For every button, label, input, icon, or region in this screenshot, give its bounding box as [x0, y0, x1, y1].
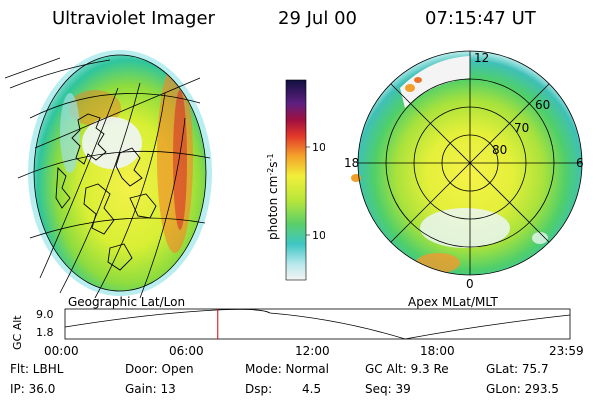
mlt-label-6: 6 — [576, 156, 584, 170]
xtick-label-2359: 23:59 — [549, 344, 584, 358]
status-gain: Gain: 13 — [125, 382, 176, 396]
status-glat: GLat: 75.7 — [486, 362, 549, 376]
mlt-label-12: 12 — [474, 51, 489, 65]
xtick-label-18: 18:00 — [420, 344, 455, 358]
apex-caption: Apex MLat/MLT — [408, 295, 498, 309]
mlat-label-80: 80 — [492, 143, 507, 157]
instrument-title: Ultraviolet Imager — [52, 8, 215, 29]
geographic-image — [4, 50, 212, 298]
geographic-caption: Geographic Lat/Lon — [68, 295, 186, 309]
colorbar-label: photon cm-2s-1 — [266, 153, 280, 240]
time-label: 07:15:47 UT — [425, 8, 536, 29]
colorbar-tick-100: 100 — [312, 141, 325, 154]
coastlines — [55, 113, 157, 271]
timeline-ylabel: GC Alt — [11, 315, 24, 350]
colorbar: 100 10 photon cm-2s-1 — [266, 79, 325, 281]
status-dsp-label: Dsp: — [245, 382, 273, 396]
status-mode: Mode: Normal — [245, 362, 329, 376]
status-gc-alt: GC Alt: 9.3 Re — [365, 362, 449, 376]
xtick-label-00: 00:00 — [44, 344, 79, 358]
status-seq: Seq: 39 — [365, 382, 411, 396]
colorbar-ticks — [306, 146, 310, 236]
ytick-label-9: 9.0 — [36, 308, 54, 321]
altitude-timeline: GC Alt 9.0 1.8 00:00 06:00 12:00 18:00 2… — [11, 308, 584, 358]
mlt-label-0: 0 — [466, 277, 474, 291]
mlat-label-70: 70 — [514, 121, 529, 135]
status-ip: IP: 36.0 — [10, 382, 56, 396]
status-glon: GLon: 293.5 — [486, 382, 559, 396]
polar-plot: 12 18 6 0 60 70 80 — [344, 50, 584, 291]
date-label: 29 Jul 00 — [278, 8, 357, 29]
xtick-label-06: 06:00 — [169, 344, 204, 358]
ytick-label-1-8: 1.8 — [36, 326, 54, 339]
status-door: Door: Open — [125, 362, 194, 376]
status-filter: Flt: LBHL — [10, 362, 64, 376]
colorbar-scale — [285, 79, 307, 281]
mlat-label-60: 60 — [535, 98, 550, 112]
timeline-frame — [64, 308, 571, 340]
mlt-label-18: 18 — [344, 156, 359, 170]
polar-grid — [357, 50, 583, 276]
geographic-grid — [4, 54, 211, 298]
xtick-label-12: 12:00 — [295, 344, 330, 358]
status-dsp-value: 4.5 — [302, 382, 322, 396]
altitude-curve — [64, 309, 571, 340]
colorbar-tick-10: 10 — [312, 229, 325, 242]
